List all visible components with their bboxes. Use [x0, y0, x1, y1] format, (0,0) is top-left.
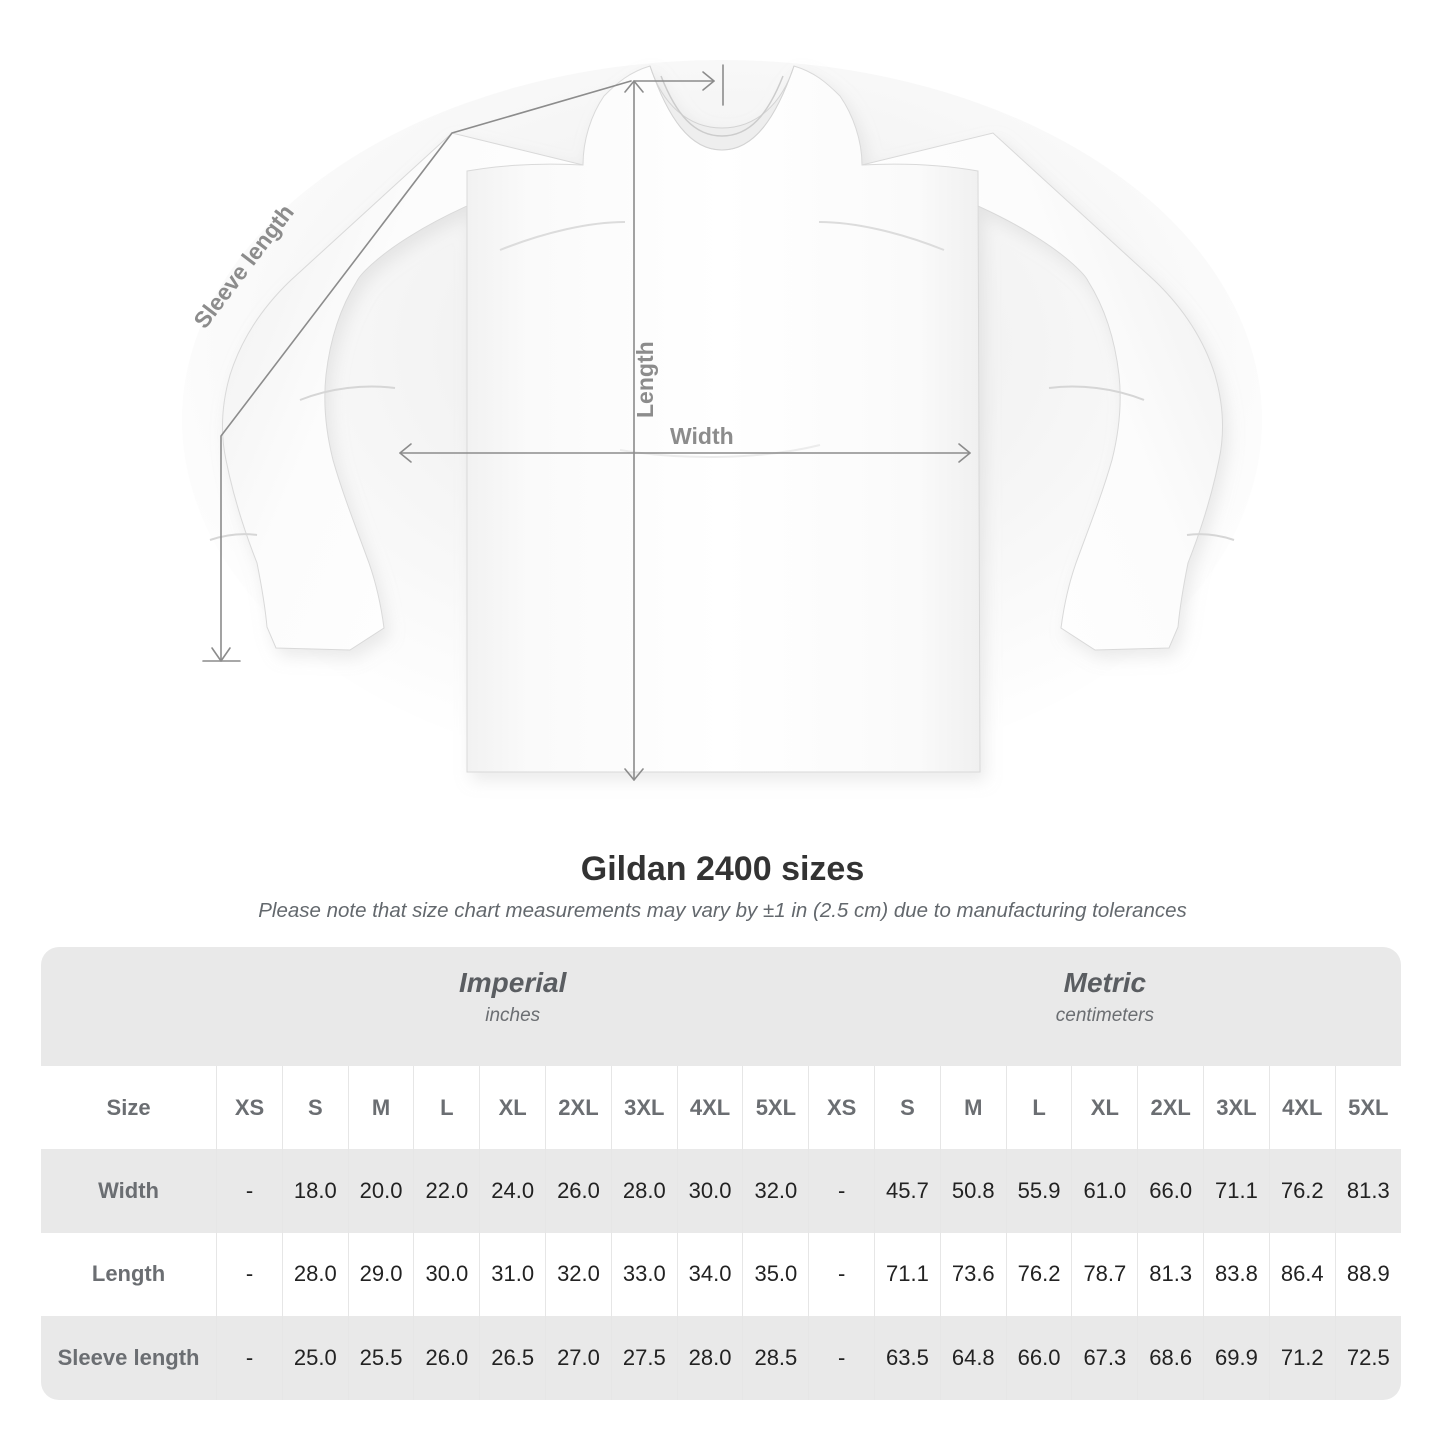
svg-text:Width: Width: [670, 423, 734, 449]
svg-text:Length: Length: [632, 341, 658, 418]
